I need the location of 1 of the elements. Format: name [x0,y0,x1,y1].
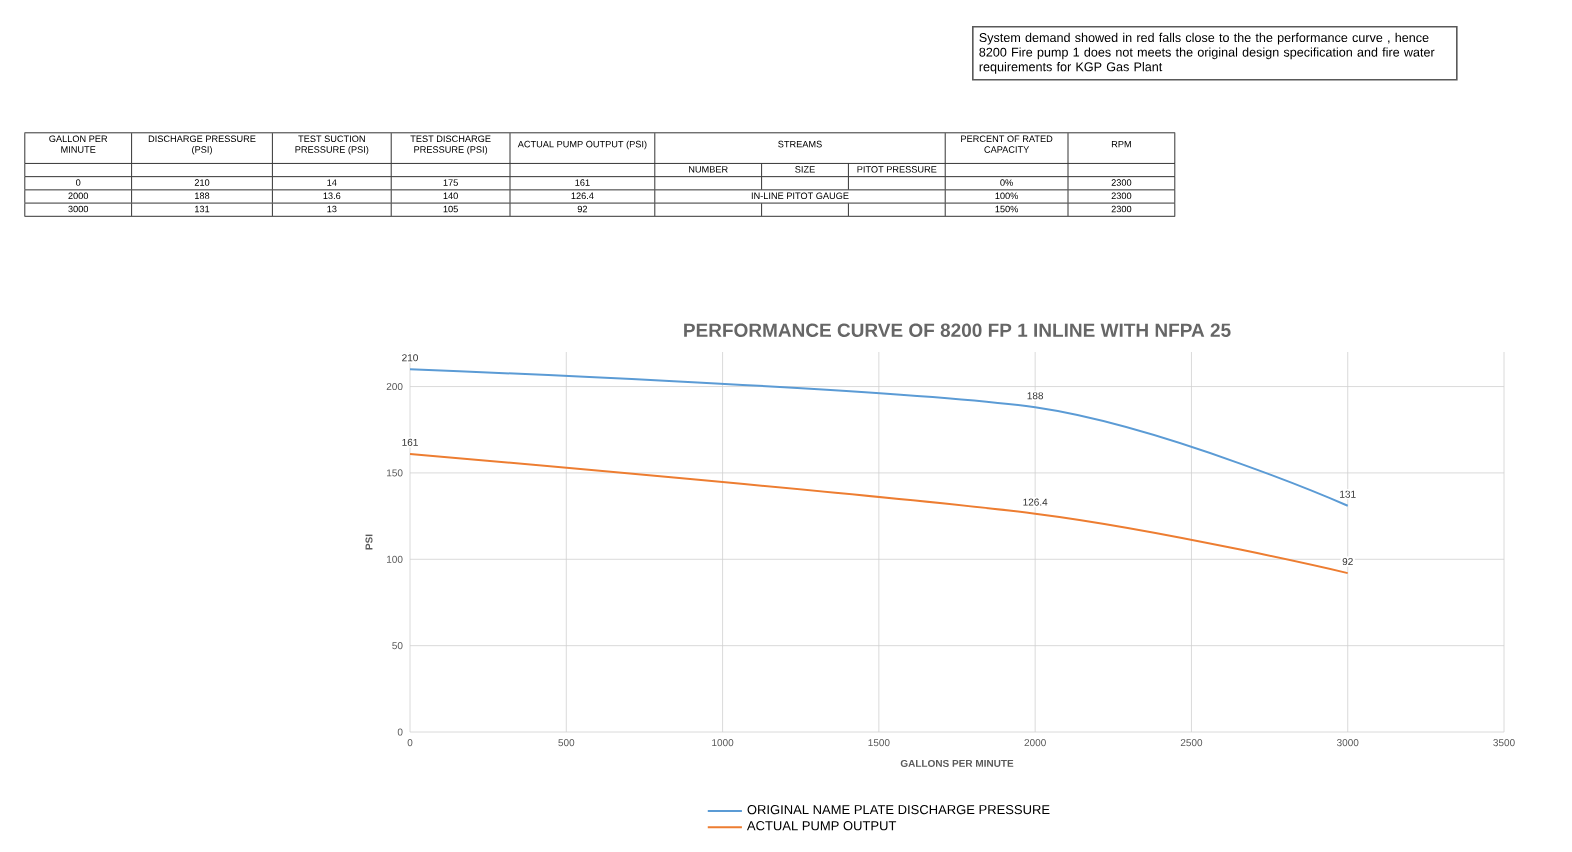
chart-title: PERFORMANCE CURVE OF 8200 FP 1 INLINE WITH NFPA 25 [684,323,1231,337]
